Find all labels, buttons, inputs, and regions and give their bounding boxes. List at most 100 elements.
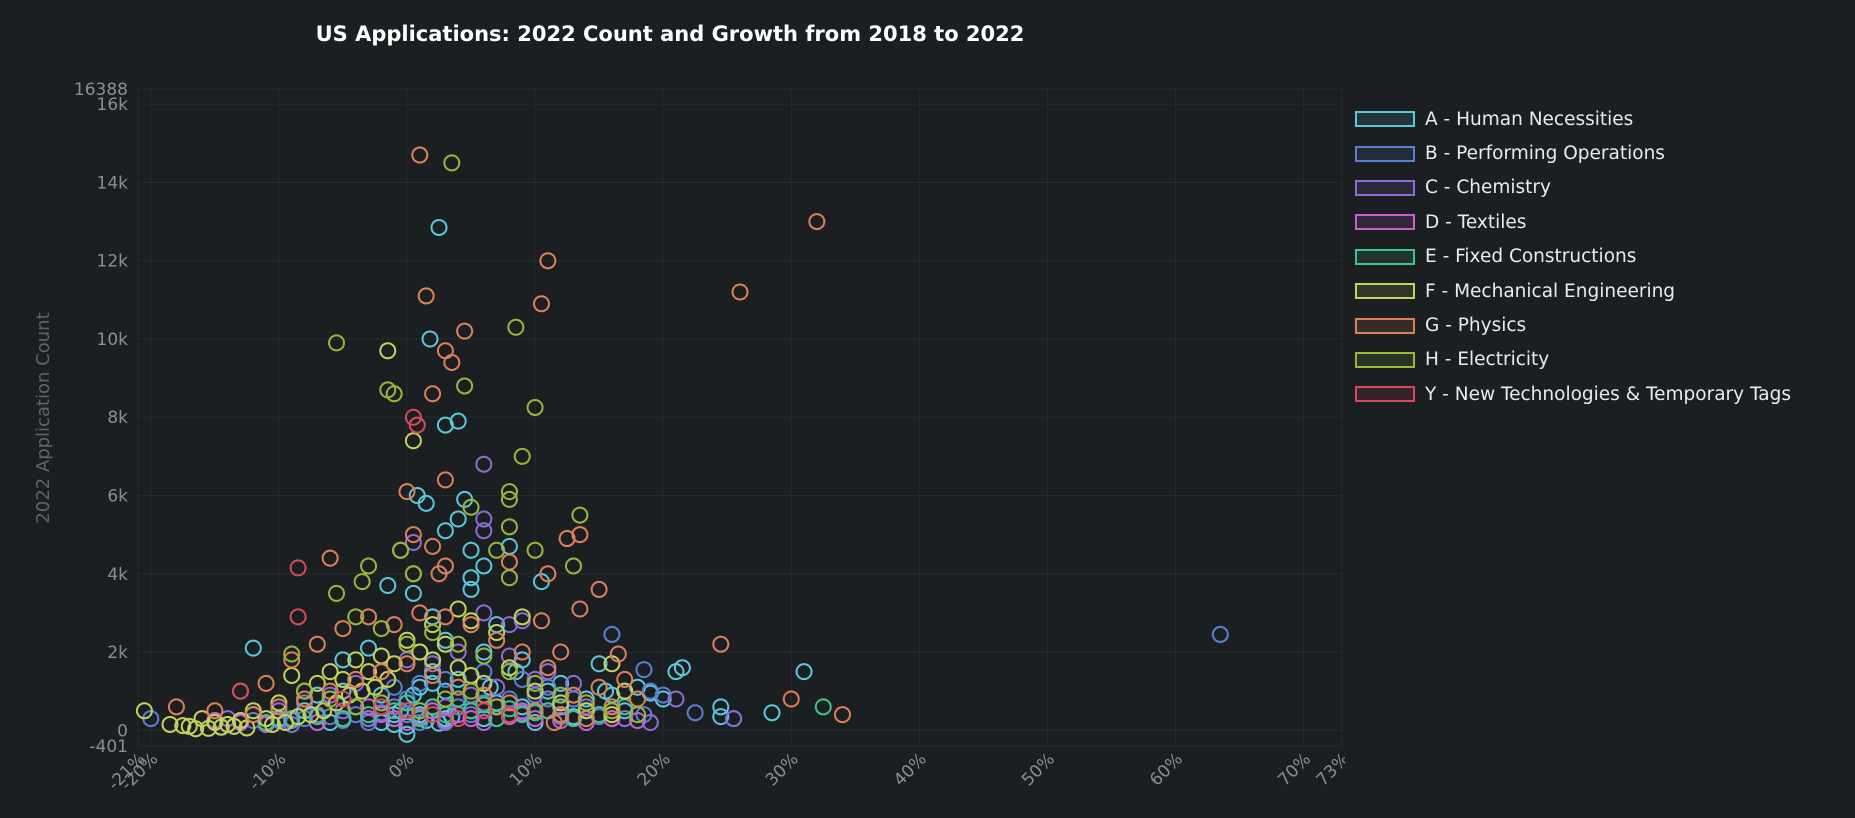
legend-label: A - Human Necessities — [1425, 108, 1634, 130]
scatter-point — [629, 706, 647, 724]
scatter-point — [135, 702, 153, 720]
legend-item[interactable]: H - Electricity — [1355, 343, 1791, 377]
scatter-point — [379, 577, 397, 595]
legend-label: G - Physics — [1425, 315, 1527, 337]
scatter-point — [347, 670, 365, 688]
scatter-point — [609, 645, 627, 663]
scatter-point — [667, 690, 685, 708]
scatter-point — [321, 682, 339, 700]
scatter-point — [532, 612, 550, 630]
scatter-point — [167, 698, 185, 716]
scatter-point — [404, 584, 422, 602]
y-tick-label: 2k — [107, 643, 128, 663]
scatter-point — [526, 541, 544, 559]
scatter-point — [532, 295, 550, 313]
scatter-point — [462, 682, 480, 700]
scatter-point — [404, 533, 422, 551]
scatter-point — [488, 631, 506, 649]
scatter-point — [404, 432, 422, 450]
scatter-point — [283, 651, 301, 669]
scatter-point — [686, 704, 704, 722]
scatter-point — [545, 713, 563, 731]
series-group — [167, 146, 851, 731]
legend-item[interactable]: C - Chemistry — [1355, 171, 1791, 205]
legend-item[interactable]: D - Textiles — [1355, 205, 1791, 239]
scatter-point — [814, 698, 832, 716]
scatter-point — [263, 715, 281, 733]
scatter-point — [334, 651, 352, 669]
scatter-point — [398, 694, 416, 712]
scatter-point — [392, 541, 410, 559]
legend-label: Y - New Technologies & Temporary Tags — [1425, 383, 1791, 405]
legend-item[interactable]: G - Physics — [1355, 308, 1791, 342]
scatter-point — [712, 635, 730, 653]
scatter-point — [475, 557, 493, 575]
scatter-point — [421, 330, 439, 348]
scatter-point — [424, 667, 442, 685]
legend-swatch — [1355, 145, 1415, 162]
scatter-point — [526, 682, 544, 700]
legend-item[interactable]: F - Mechanical Engineering — [1355, 274, 1791, 308]
scatter-point — [603, 625, 621, 643]
x-tick-label: 60% — [1146, 749, 1187, 790]
scatter-point — [404, 408, 422, 426]
scatter-point — [456, 322, 474, 340]
y-tick-label: 16388 — [74, 80, 128, 100]
scatter-point — [590, 655, 608, 673]
scatter-point — [212, 718, 230, 736]
scatter-point — [673, 659, 691, 677]
scatter-point — [436, 522, 454, 540]
scatter-point — [500, 700, 518, 718]
scatter-point — [449, 600, 467, 618]
scatter-point — [385, 715, 403, 733]
legend-item[interactable]: A - Human Necessities — [1355, 102, 1791, 136]
scatter-point — [539, 659, 557, 677]
scatter-point — [385, 385, 403, 403]
scatter-point — [539, 565, 557, 583]
scatter-point — [334, 670, 352, 688]
legend-swatch — [1355, 214, 1415, 231]
x-tick-label: 73% — [1313, 749, 1345, 790]
scatter-point — [500, 706, 518, 724]
scatter-point — [296, 682, 314, 700]
scatter-point — [321, 549, 339, 567]
scatter-point — [513, 447, 531, 465]
scatter-point — [449, 412, 467, 430]
scatter-point — [424, 616, 442, 634]
scatter-point — [500, 663, 518, 681]
scatter-point — [500, 553, 518, 571]
scatter-point — [289, 559, 307, 577]
scatter-point — [206, 702, 224, 720]
scatter-point — [443, 154, 461, 172]
scatter-point — [590, 580, 608, 598]
scatter-point — [436, 690, 454, 708]
scatter-point — [526, 702, 544, 720]
legend-item[interactable]: E - Fixed Constructions — [1355, 240, 1791, 274]
scatter-point — [552, 694, 570, 712]
scatter-point — [795, 663, 813, 681]
scatter-point — [372, 663, 390, 681]
scatter-point — [321, 663, 339, 681]
scatter-point — [500, 483, 518, 501]
legend-label: C - Chemistry — [1425, 177, 1551, 199]
scatter-point — [456, 377, 474, 395]
scatter-point — [398, 635, 416, 653]
scatter-point — [436, 635, 454, 653]
scatter-point — [449, 635, 467, 653]
scatter-point — [475, 455, 493, 473]
x-tick-label: -10% — [245, 749, 290, 794]
legend-item[interactable]: Y - New Technologies & Temporary Tags — [1355, 377, 1791, 411]
y-tick-label: 8k — [107, 408, 128, 428]
scatter-point — [571, 600, 589, 618]
legend-label: H - Electricity — [1425, 349, 1550, 371]
scatter-point — [360, 557, 378, 575]
scatter-point — [564, 686, 582, 704]
scatter-point — [404, 565, 422, 583]
y-tick-label: 6k — [107, 487, 128, 507]
scatter-point — [398, 702, 416, 720]
scatter-point — [526, 398, 544, 416]
scatter-point — [417, 494, 435, 512]
legend-item[interactable]: B - Performing Operations — [1355, 136, 1791, 170]
scatter-point — [462, 569, 480, 587]
scatter-point — [360, 608, 378, 626]
